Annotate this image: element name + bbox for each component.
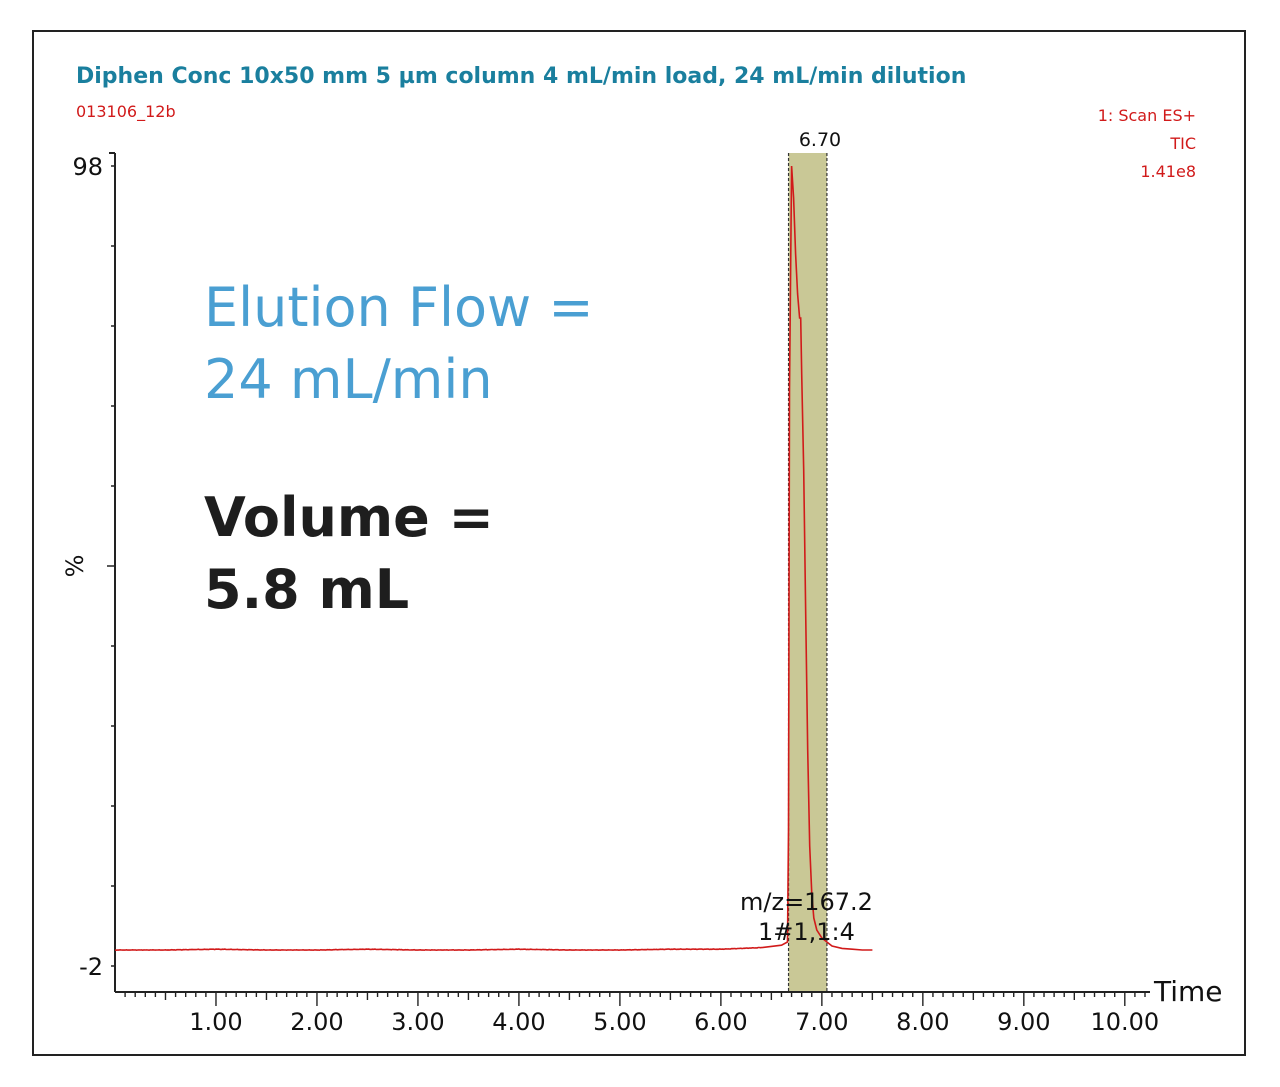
scan-info: 1: Scan ES+ TIC 1.41e8	[1098, 102, 1196, 186]
run-id: 013106_12b	[76, 102, 176, 121]
x-axis-label: Time	[1153, 975, 1223, 1008]
mz-line-2: 1#1,1:4	[757, 918, 855, 946]
x-tick-label: 7.00	[795, 1008, 848, 1036]
peak-integration-band	[788, 153, 827, 992]
intensity-max: 1.41e8	[1140, 162, 1196, 181]
y-tick-label: 98	[72, 153, 103, 181]
elution-line-2: 24 mL/min	[204, 348, 493, 411]
y-tick-label: -2	[79, 953, 103, 981]
x-tick-label: 6.00	[694, 1008, 747, 1036]
scan-mode: 1: Scan ES+	[1097, 106, 1196, 125]
volume-line-1: Volume =	[204, 486, 494, 549]
chart-title: Diphen Conc 10x50 mm 5 µm column 4 mL/mi…	[76, 64, 967, 89]
y-axis-label: %	[61, 555, 89, 578]
mz-line-1: m/z=167.2	[740, 888, 873, 916]
mz-annotation: m/z=167.2 1#1,1:4	[740, 887, 873, 947]
volume-annotation: Volume = 5.8 mL	[204, 482, 494, 626]
peak-retention-label: 6.70	[799, 129, 841, 151]
x-tick-label: 10.00	[1090, 1008, 1159, 1036]
trace-type: TIC	[1170, 134, 1196, 153]
x-tick-label: 4.00	[492, 1008, 545, 1036]
volume-line-2: 5.8 mL	[204, 558, 410, 621]
tic-trace-line	[114, 165, 873, 952]
elution-line-1: Elution Flow =	[204, 276, 594, 339]
x-tick-label: 9.00	[997, 1008, 1050, 1036]
x-tick-label: 5.00	[593, 1008, 646, 1036]
x-tick-label: 2.00	[290, 1008, 343, 1036]
chart-frame	[32, 30, 1246, 1056]
x-tick-label: 3.00	[391, 1008, 444, 1036]
elution-flow-annotation: Elution Flow = 24 mL/min	[204, 272, 594, 416]
x-tick-label: 1.00	[189, 1008, 242, 1036]
x-tick-label: 8.00	[896, 1008, 949, 1036]
